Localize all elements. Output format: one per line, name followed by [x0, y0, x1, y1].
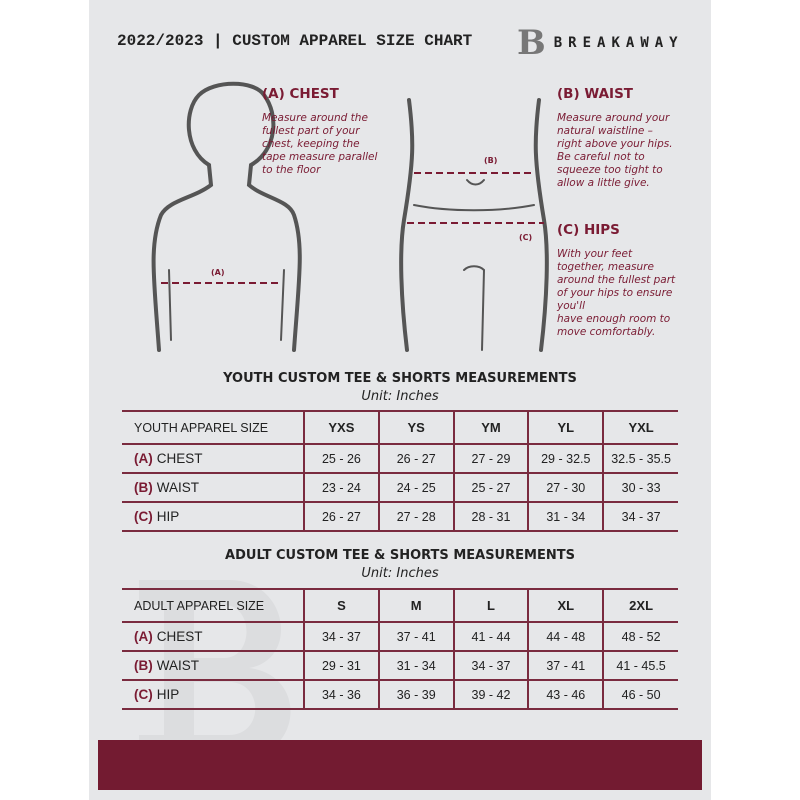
- measurement-cell: 34 - 37: [303, 621, 379, 652]
- size-header: YS: [377, 410, 454, 445]
- brand-logo: B BREAKAWAY: [517, 26, 684, 60]
- lower-body-figure: [399, 98, 549, 352]
- measure-letter: (C): [134, 509, 153, 524]
- size-header: YL: [527, 410, 604, 445]
- page-title: 2022/2023 | CUSTOM APPAREL SIZE CHART: [117, 32, 473, 50]
- measurement-cell: 34 - 37: [602, 501, 678, 532]
- body-figures: (A) (B) (C): [151, 81, 549, 352]
- table-row: (A) CHEST 25 - 26 26 - 27 27 - 29 29 - 32.5 32…: [122, 443, 678, 474]
- measure-label: (A) CHEST: [122, 443, 304, 474]
- measurement-cell: 43 - 46: [527, 679, 604, 710]
- measurement-cell: 32.5 - 35.5: [602, 443, 678, 474]
- waist-description: Measure around your natural waistline – ri…: [557, 112, 673, 189]
- measure-letter: (A): [134, 629, 153, 644]
- chest-description: Measure around the fullest part of your ch…: [262, 112, 378, 176]
- chest-heading: (A) CHEST: [262, 86, 339, 102]
- measurement-cell: 39 - 42: [452, 679, 529, 710]
- adult-section-heading: ADULT CUSTOM TEE & SHORTS MEASUREMENTS Un…: [225, 548, 575, 581]
- measurement-cell: 37 - 41: [377, 621, 454, 652]
- size-header: L: [452, 588, 529, 623]
- measurement-cell: 29 - 31: [303, 650, 379, 681]
- measurement-cell: 37 - 41: [527, 650, 604, 681]
- measure-name: CHEST: [156, 451, 203, 466]
- measure-label: (C) HIP: [122, 679, 304, 710]
- brand-name: BREAKAWAY: [553, 35, 684, 51]
- measurement-cell: 36 - 39: [377, 679, 454, 710]
- youth-section-heading: YOUTH CUSTOM TEE & SHORTS MEASUREMENTS Un…: [223, 371, 577, 404]
- measure-letter: (A): [134, 451, 153, 466]
- size-chart-card: 2022/2023 | CUSTOM APPAREL SIZE CHART B …: [89, 0, 711, 800]
- waist-marker: (B): [484, 156, 497, 165]
- measure-name: HIP: [156, 687, 180, 702]
- measurement-cell: 31 - 34: [377, 650, 454, 681]
- measurement-cell: 31 - 34: [527, 501, 604, 532]
- size-header: YM: [452, 410, 529, 445]
- measure-letter: (B): [134, 480, 153, 495]
- measurement-cell: 25 - 26: [303, 443, 379, 474]
- footer-band: [98, 740, 702, 790]
- size-header: 2XL: [602, 588, 678, 623]
- measure-label: (B) WAIST: [122, 472, 304, 503]
- size-header: YXL: [602, 410, 678, 445]
- measurement-cell: 24 - 25: [377, 472, 454, 503]
- table-row: (B) WAIST 23 - 24 24 - 25 25 - 27 27 - 30 30 -…: [122, 472, 678, 503]
- measurement-cell: 41 - 44: [452, 621, 529, 652]
- logo-mark: B: [517, 23, 546, 63]
- table-row: (B) WAIST 29 - 31 31 - 34 34 - 37 37 - 41 41 -…: [122, 650, 678, 681]
- chest-marker: (A): [211, 268, 225, 277]
- measure-label: (C) HIP: [122, 501, 304, 532]
- measurement-cell: 30 - 33: [602, 472, 678, 503]
- youth-size-table: YOUTH APPAREL SIZE YXS YS YM YL YXL (A) CHEST 25…: [122, 410, 678, 532]
- size-label: ADULT APPAREL SIZE: [122, 588, 304, 623]
- measure-label: (B) WAIST: [122, 650, 304, 681]
- measurement-cell: 34 - 36: [303, 679, 379, 710]
- measurement-cell: 48 - 52: [602, 621, 678, 652]
- measure-name: WAIST: [156, 480, 199, 495]
- size-label: YOUTH APPAREL SIZE: [122, 410, 304, 445]
- measurement-cell: 27 - 29: [452, 443, 529, 474]
- measure-name: WAIST: [156, 658, 199, 673]
- table-row: (A) CHEST 34 - 37 37 - 41 41 - 44 44 - 48 48 -…: [122, 621, 678, 652]
- waist-heading: (B) WAIST: [557, 86, 634, 102]
- size-header: S: [303, 588, 379, 623]
- adult-size-table: ADULT APPAREL SIZE S M L XL 2XL (A) CHEST 34 - 3…: [122, 588, 678, 710]
- upper-body-figure: [151, 81, 302, 352]
- measurement-cell: 25 - 27: [452, 472, 529, 503]
- measure-letter: (B): [134, 658, 153, 673]
- measure-letter: (C): [134, 687, 153, 702]
- hips-marker: (C): [519, 233, 532, 242]
- table-row: (C) HIP 26 - 27 27 - 28 28 - 31 31 - 34 34 - 3…: [122, 501, 678, 532]
- size-header: YXS: [303, 410, 379, 445]
- measurement-cell: 46 - 50: [602, 679, 678, 710]
- table-row: (C) HIP 34 - 36 36 - 39 39 - 42 43 - 46 46 - 5…: [122, 679, 678, 710]
- measurement-cell: 29 - 32.5: [527, 443, 604, 474]
- measurement-cell: 41 - 45.5: [602, 650, 678, 681]
- hips-description: With your feet together, measure around th…: [557, 248, 676, 338]
- measurement-cell: 26 - 27: [377, 443, 454, 474]
- table-header-row: YOUTH APPAREL SIZE YXS YS YM YL YXL: [122, 410, 678, 445]
- measure-name: HIP: [156, 509, 180, 524]
- size-header: M: [377, 588, 454, 623]
- size-header: XL: [527, 588, 604, 623]
- measurement-cell: 34 - 37: [452, 650, 529, 681]
- measurement-cell: 28 - 31: [452, 501, 529, 532]
- measure-name: CHEST: [156, 629, 203, 644]
- measurement-cell: 27 - 28: [377, 501, 454, 532]
- measurement-cell: 26 - 27: [303, 501, 379, 532]
- hips-heading: (C) HIPS: [557, 222, 620, 238]
- measurement-cell: 27 - 30: [527, 472, 604, 503]
- measurement-cell: 44 - 48: [527, 621, 604, 652]
- measurement-cell: 23 - 24: [303, 472, 379, 503]
- table-header-row: ADULT APPAREL SIZE S M L XL 2XL: [122, 588, 678, 623]
- measure-label: (A) CHEST: [122, 621, 304, 652]
